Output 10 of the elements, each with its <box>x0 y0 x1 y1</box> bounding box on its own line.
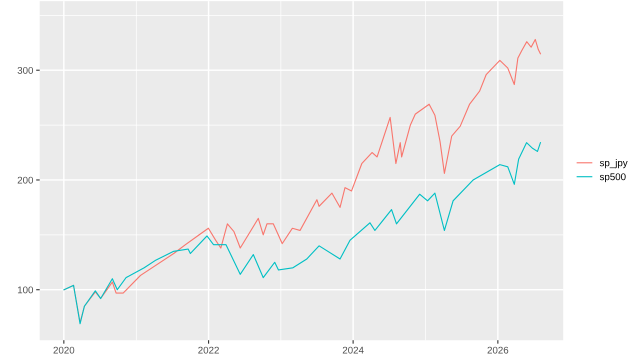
legend-label: sp_jpy <box>600 159 628 168</box>
x-tick-label: 2020 <box>54 346 74 354</box>
x-tick-label: 2026 <box>488 346 508 354</box>
legend-label: sp500 <box>600 173 626 182</box>
x-tick-label: 2022 <box>198 346 219 354</box>
x-tick-label: 2024 <box>342 346 364 354</box>
line-series <box>63 142 541 324</box>
y-tick-label: 100 <box>18 286 34 294</box>
y-tick-label: 200 <box>18 176 34 184</box>
y-tick-label: 300 <box>18 66 34 74</box>
